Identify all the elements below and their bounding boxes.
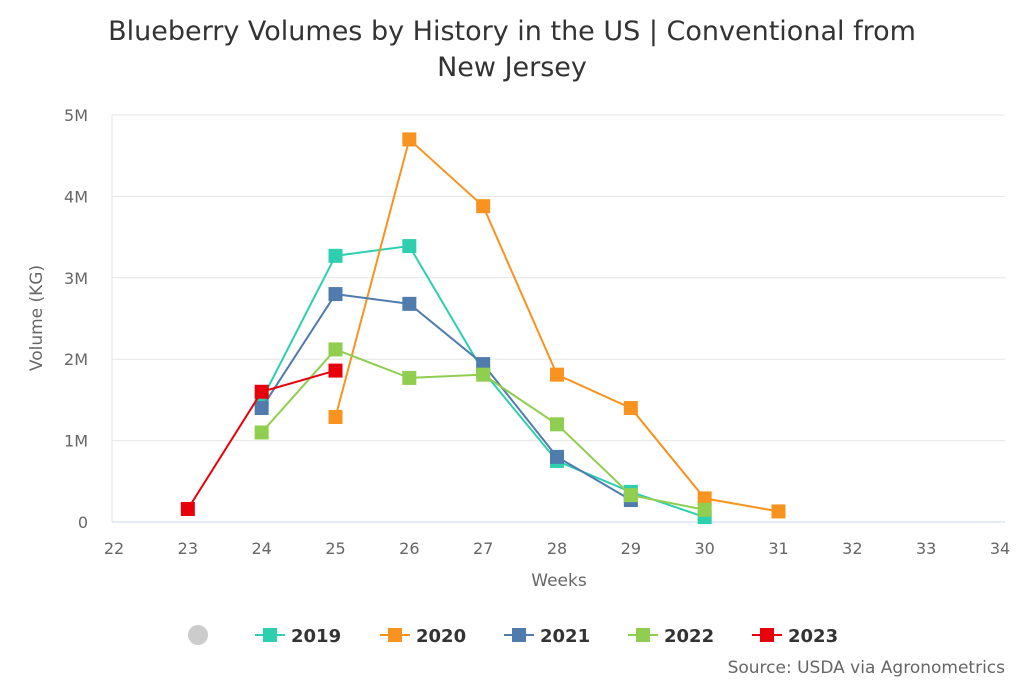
legend-item-2022[interactable]: 2022 <box>628 626 714 647</box>
series-2022 <box>254 342 712 517</box>
data-point[interactable] <box>550 417 564 432</box>
x-tick-label: 23 <box>178 539 198 558</box>
legend-item-2020[interactable]: 2020 <box>380 626 466 647</box>
y-tick-label: 0 <box>78 513 88 532</box>
y-tick-label: 2M <box>64 350 88 369</box>
data-point[interactable] <box>402 296 417 311</box>
x-tick-label: 28 <box>547 539 567 558</box>
y-tick-label: 5M <box>64 106 88 125</box>
x-tick-label: 24 <box>251 539 271 558</box>
source-text: Source: USDA via Agronometrics <box>728 658 1006 678</box>
data-point[interactable] <box>550 367 564 382</box>
x-tick-label: 26 <box>399 539 419 558</box>
data-point[interactable] <box>697 502 712 517</box>
legend-item-2019[interactable]: 2019 <box>255 626 341 647</box>
x-tick-label: 25 <box>325 539 345 558</box>
legend-item-2021[interactable]: 2021 <box>504 626 590 647</box>
legend-label: 2023 <box>788 626 838 647</box>
y-tick-label: 4M <box>64 187 88 206</box>
data-point[interactable] <box>328 248 343 263</box>
data-point[interactable] <box>328 287 343 302</box>
legend-item-2023[interactable]: 2023 <box>752 626 838 647</box>
chart-title-line1: Blueberry Volumes by History in the US |… <box>108 16 916 47</box>
data-point[interactable] <box>328 342 343 357</box>
legend-reset-icon[interactable] <box>188 625 208 645</box>
data-point[interactable] <box>550 449 564 464</box>
x-tick-label: 27 <box>473 539 493 558</box>
data-point[interactable] <box>771 504 786 519</box>
x-tick-label: 32 <box>842 539 862 558</box>
data-point[interactable] <box>254 401 269 416</box>
y-axis-label: Volume (KG) <box>27 265 47 371</box>
data-point[interactable] <box>254 425 269 440</box>
data-point[interactable] <box>476 367 491 382</box>
x-axis-label: Weeks <box>531 571 587 591</box>
data-point[interactable] <box>623 401 638 416</box>
data-point[interactable] <box>328 409 343 424</box>
series-2023 <box>180 363 343 516</box>
x-tick-label: 30 <box>694 539 714 558</box>
y-tick-label: 1M <box>64 432 88 451</box>
legend: 2019 2020 2021 2022 2023 <box>188 625 838 647</box>
data-point[interactable] <box>328 363 343 378</box>
legend-label: 2022 <box>664 626 714 647</box>
x-tick-label: 31 <box>768 539 788 558</box>
data-point[interactable] <box>402 239 417 254</box>
legend-label: 2019 <box>291 626 341 647</box>
series-2021 <box>254 287 638 508</box>
legend-label: 2021 <box>540 626 590 647</box>
chart-title-line2: New Jersey <box>437 52 587 83</box>
data-point[interactable] <box>697 491 712 506</box>
x-tick-label: 22 <box>104 539 124 558</box>
data-point[interactable] <box>402 132 417 147</box>
x-tick-label: 29 <box>621 539 641 558</box>
legend-marker <box>760 628 774 642</box>
data-point[interactable] <box>476 199 491 214</box>
legend-marker <box>636 628 650 642</box>
data-point[interactable] <box>180 501 195 516</box>
data-point[interactable] <box>402 370 417 385</box>
data-point[interactable] <box>623 488 638 503</box>
x-tick-label: 33 <box>916 539 936 558</box>
legend-label: 2020 <box>416 626 466 647</box>
legend-marker <box>263 628 277 642</box>
legend-marker <box>512 628 526 642</box>
legend-marker <box>388 628 402 642</box>
series-2020 <box>328 132 786 519</box>
data-point[interactable] <box>476 357 491 372</box>
x-tick-label: 34 <box>990 539 1010 558</box>
y-tick-label: 3M <box>64 269 88 288</box>
data-point[interactable] <box>254 384 269 399</box>
series-line <box>260 293 632 501</box>
